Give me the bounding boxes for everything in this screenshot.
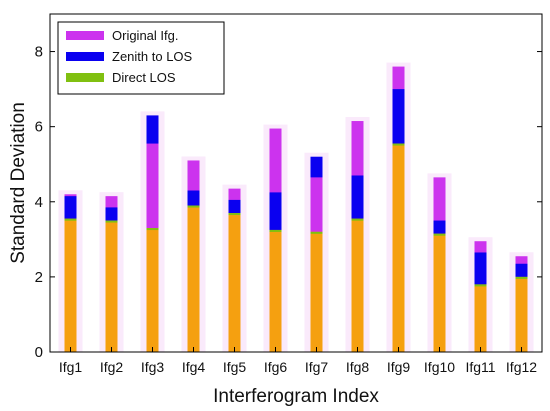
legend: Original Ifg. Zenith to LOS Direct LOS [57,21,225,95]
y-tick-label-8: 8 [35,44,43,61]
bar-direct-los-cap [64,218,77,221]
bar-group-ifg10 [427,173,452,352]
x-tick-label-ifg4: Ifg4 [182,359,206,375]
axes-layer: Ifg1 Ifg2 Ifg3 Ifg4 Ifg5 Ifg6 Ifg7 Ifg8 Ifg9 Ifg1… [35,44,542,375]
bar-direct-los-cap [515,276,528,279]
y-tick-label-6: 6 [35,119,43,136]
bar-direct-los [351,218,364,352]
bar-direct-los-cap [474,284,487,287]
bar-group-ifg1 [58,190,83,352]
y-tick-label-0: 0 [35,344,43,361]
bar-direct-los [146,228,159,352]
y-axis-title: Standard Deviation [8,102,29,264]
bar-direct-los-cap [433,233,446,236]
x-tick-label-ifg9: Ifg9 [387,359,411,375]
bar-direct-los [269,229,282,352]
bar-group-ifg7 [304,152,329,352]
bar-direct-los-cap [187,205,200,208]
x-tick-label-ifg1: Ifg1 [59,359,83,375]
legend-label-2: Zenith to LOS [112,49,193,64]
bar-group-ifg3 [140,111,165,353]
bar-direct-los [105,220,118,352]
legend-label-1: Original Ifg. [112,28,178,43]
x-tick-label-ifg7: Ifg7 [305,359,329,375]
bar-group-ifg2 [99,192,124,352]
bar-direct-los-cap [351,218,364,221]
bar-group-ifg4 [181,156,206,352]
bar-direct-los [187,205,200,352]
x-tick-label-ifg5: Ifg5 [223,359,247,375]
x-tick-label-ifg8: Ifg8 [346,359,370,375]
bar-direct-los [64,218,77,352]
bar-direct-los [515,276,528,352]
legend-swatch-3 [66,73,104,82]
bar-direct-los [310,231,323,352]
bar-group-ifg9 [386,62,411,353]
x-tick-label-ifg12: Ifg12 [506,359,537,375]
x-tick-label-ifg2: Ifg2 [100,359,124,375]
bar-group-ifg12 [509,252,534,352]
bar-direct-los [474,284,487,352]
bar-direct-los-cap [146,228,159,231]
x-tick-label-ifg6: Ifg6 [264,359,288,375]
plot-frame [49,13,543,353]
bar-direct-los [228,213,241,352]
legend-swatch-1 [66,31,104,40]
x-tick-label-ifg3: Ifg3 [141,359,165,375]
bar-direct-los-cap [392,143,405,146]
legend-swatch-2 [66,52,104,61]
legend-label-3: Direct LOS [112,70,176,85]
y-tick-label-4: 4 [35,194,43,211]
bars-layer [58,62,534,353]
bar-group-ifg11 [468,237,493,352]
x-tick-label-ifg11: Ifg11 [465,359,495,375]
bar-group-ifg6 [263,124,288,353]
bar-direct-los [433,233,446,352]
bar-direct-los-cap [105,220,118,223]
y-tick-label-2: 2 [35,269,43,286]
bar-direct-los [392,143,405,352]
bar-group-ifg8 [345,117,370,353]
bar-direct-los-cap [310,231,323,234]
x-axis-title: Interferogram Index [213,386,379,407]
x-tick-label-ifg10: Ifg10 [424,359,455,375]
bar-group-ifg5 [222,184,247,352]
bar-direct-los-cap [269,229,282,232]
bar-direct-los-cap [228,213,241,216]
